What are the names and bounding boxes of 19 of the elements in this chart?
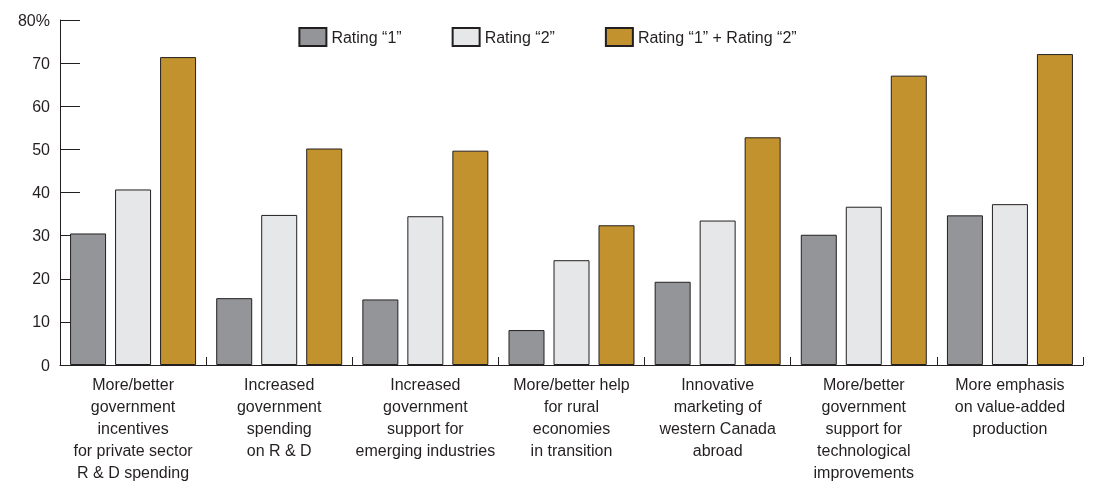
y-tick-label: 30 [32, 227, 51, 245]
y-tick-label: 50 [32, 140, 51, 158]
y-tick-label: 60 [32, 97, 51, 115]
x-tick-label: More/better government support for technological improvements [813, 375, 915, 481]
y-tick-label: 80% [17, 11, 50, 29]
y-tick-label: 20 [32, 270, 51, 288]
x-tick-label: More/better government incentives for private sector R & D spending [73, 375, 194, 481]
x-tick-label: Increased government spending on R & D [236, 375, 323, 459]
y-tick-label: 40 [32, 184, 51, 201]
x-tick-label: More emphasis on value-added production [954, 375, 1066, 437]
x-tick-label: Increased government support for emerging industries [355, 375, 496, 459]
legend-label: Rating “1” + Rating “2” [637, 28, 797, 46]
legend-label: Rating “1” [331, 28, 402, 46]
x-tick-label: Innovative marketing of western Canada abroad [658, 375, 776, 459]
x-tick-label: More/better help for rural economies in transition [513, 375, 630, 459]
y-tick-label: 70 [32, 54, 51, 72]
y-tick-label: 0 [41, 356, 51, 374]
legend-label: Rating “2” [484, 28, 555, 46]
y-tick-label: 10 [32, 313, 51, 331]
